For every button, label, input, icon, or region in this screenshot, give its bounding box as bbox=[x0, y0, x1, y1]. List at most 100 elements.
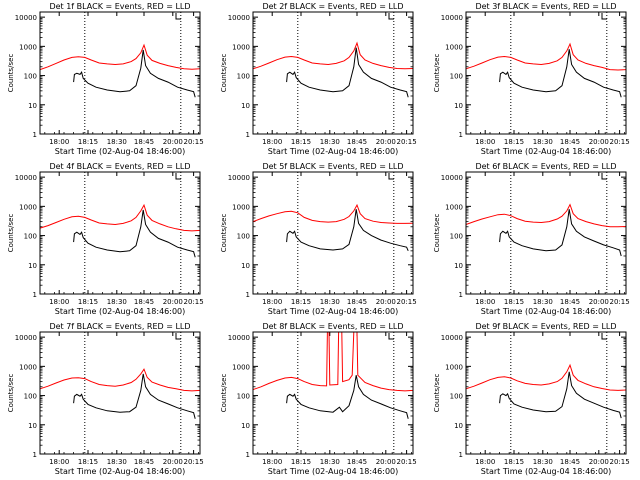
panel-title: Det 9f BLACK = Events, RED = LLD bbox=[475, 322, 616, 331]
detector-panel: Det 6f BLACK = Events, RED = LLD Counts/s… bbox=[433, 162, 630, 316]
events-series-line bbox=[499, 49, 622, 98]
corner-marker bbox=[388, 13, 394, 20]
y-tick-label: 10 bbox=[28, 102, 37, 110]
x-axis-label: Start Time (02-Aug-04 18:46:00) bbox=[481, 307, 612, 316]
x-tick-label: 18:15 bbox=[78, 298, 98, 306]
corner-marker bbox=[175, 13, 181, 20]
x-tick-label: 18:45 bbox=[560, 138, 580, 146]
plot-frame bbox=[39, 11, 201, 135]
x-tick-label: 18:00 bbox=[262, 298, 282, 306]
y-tick-label: 1000 bbox=[19, 43, 37, 51]
corner-marker bbox=[601, 333, 607, 340]
plot-frame bbox=[465, 171, 627, 295]
y-tick-label: 10000 bbox=[228, 14, 250, 22]
x-tick-label: 18:15 bbox=[291, 298, 311, 306]
corner-marker bbox=[388, 173, 394, 180]
x-tick-label: 18:45 bbox=[560, 298, 580, 306]
x-axis-label: Start Time (02-Aug-04 18:46:00) bbox=[481, 147, 612, 156]
y-tick-label: 100 bbox=[450, 73, 463, 81]
x-tick-label: 20:15 bbox=[184, 138, 204, 146]
detector-panel: Det 7f BLACK = Events, RED = LLD Counts/s… bbox=[7, 322, 204, 476]
x-axis-label: Start Time (02-Aug-04 18:46:00) bbox=[268, 147, 399, 156]
y-tick-label: 100 bbox=[450, 393, 463, 401]
lld-series-line bbox=[252, 41, 414, 70]
detector-panel: Det 1f BLACK = Events, RED = LLD Counts/s… bbox=[7, 2, 204, 156]
x-tick-label: 20:15 bbox=[184, 298, 204, 306]
x-axis-label: Start Time (02-Aug-04 18:46:00) bbox=[55, 147, 186, 156]
x-tick-label: 20:00 bbox=[163, 458, 183, 466]
x-tick-label: 18:45 bbox=[134, 458, 154, 466]
y-tick-label: 100 bbox=[237, 393, 250, 401]
x-tick-label: 18:30 bbox=[533, 298, 553, 306]
detector-panel: Det 2f BLACK = Events, RED = LLD Counts/s… bbox=[220, 2, 417, 156]
y-tick-label: 1000 bbox=[445, 203, 463, 211]
y-tick-label: 1000 bbox=[232, 363, 250, 371]
x-tick-label: 18:15 bbox=[504, 298, 524, 306]
y-tick-label: 1 bbox=[459, 291, 463, 299]
lld-series-line bbox=[465, 42, 627, 71]
x-tick-label: 18:00 bbox=[475, 298, 495, 306]
lld-series-line bbox=[252, 203, 414, 224]
x-tick-label: 18:15 bbox=[78, 138, 98, 146]
y-axis-label: Counts/sec bbox=[220, 374, 228, 413]
lld-series-line bbox=[39, 43, 201, 71]
y-tick-label: 10000 bbox=[228, 334, 250, 342]
events-series-line bbox=[499, 371, 622, 419]
lld-series-line bbox=[465, 363, 627, 391]
y-tick-label: 10000 bbox=[15, 14, 37, 22]
y-axis-label: Counts/sec bbox=[7, 374, 15, 413]
x-tick-label: 18:45 bbox=[347, 298, 367, 306]
plot-frame bbox=[252, 331, 414, 455]
x-tick-label: 18:30 bbox=[320, 138, 340, 146]
x-tick-label: 18:45 bbox=[560, 458, 580, 466]
x-tick-label: 18:15 bbox=[291, 138, 311, 146]
detector-panel: Det 8f BLACK = Events, RED = LLD Counts/s… bbox=[220, 322, 417, 476]
events-series-line bbox=[499, 209, 622, 257]
y-tick-label: 1000 bbox=[445, 43, 463, 51]
corner-marker bbox=[601, 173, 607, 180]
x-tick-label: 18:00 bbox=[49, 138, 69, 146]
plot-frame bbox=[39, 331, 201, 455]
y-tick-label: 10 bbox=[241, 422, 250, 430]
x-tick-label: 18:45 bbox=[134, 298, 154, 306]
panel-title: Det 7f BLACK = Events, RED = LLD bbox=[49, 322, 190, 331]
y-tick-label: 10 bbox=[241, 102, 250, 110]
y-tick-label: 10000 bbox=[441, 334, 463, 342]
x-tick-label: 20:00 bbox=[589, 458, 609, 466]
lld-series-line bbox=[39, 368, 201, 392]
y-axis-label: Counts/sec bbox=[433, 214, 441, 253]
events-series-line bbox=[286, 47, 409, 98]
x-tick-label: 20:00 bbox=[376, 298, 396, 306]
lld-series-line bbox=[39, 203, 201, 232]
y-tick-label: 1000 bbox=[19, 203, 37, 211]
y-tick-label: 1 bbox=[246, 131, 250, 139]
events-series-line bbox=[73, 209, 196, 258]
x-axis-label: Start Time (02-Aug-04 18:46:00) bbox=[268, 307, 399, 316]
x-tick-label: 20:15 bbox=[397, 458, 417, 466]
corner-marker bbox=[601, 13, 607, 20]
y-tick-label: 10000 bbox=[228, 174, 250, 182]
y-tick-label: 10 bbox=[454, 102, 463, 110]
y-tick-label: 10 bbox=[454, 422, 463, 430]
events-series-line bbox=[73, 49, 196, 98]
y-tick-label: 1 bbox=[459, 451, 463, 459]
y-tick-label: 10 bbox=[28, 422, 37, 430]
x-tick-label: 20:15 bbox=[397, 138, 417, 146]
x-tick-label: 20:00 bbox=[589, 138, 609, 146]
y-tick-label: 10000 bbox=[441, 14, 463, 22]
x-tick-label: 20:15 bbox=[397, 298, 417, 306]
y-tick-label: 10 bbox=[454, 262, 463, 270]
x-axis-label: Start Time (02-Aug-04 18:46:00) bbox=[55, 467, 186, 476]
x-tick-label: 18:15 bbox=[291, 458, 311, 466]
x-tick-label: 18:00 bbox=[262, 458, 282, 466]
x-tick-label: 18:30 bbox=[107, 298, 127, 306]
x-tick-label: 18:15 bbox=[504, 458, 524, 466]
lld-series-line bbox=[252, 331, 414, 392]
x-tick-label: 18:30 bbox=[320, 298, 340, 306]
x-tick-label: 18:45 bbox=[134, 138, 154, 146]
panel-title: Det 8f BLACK = Events, RED = LLD bbox=[262, 322, 403, 331]
x-tick-label: 18:45 bbox=[347, 458, 367, 466]
detector-panel: Det 4f BLACK = Events, RED = LLD Counts/s… bbox=[7, 162, 204, 316]
y-tick-label: 1000 bbox=[19, 363, 37, 371]
